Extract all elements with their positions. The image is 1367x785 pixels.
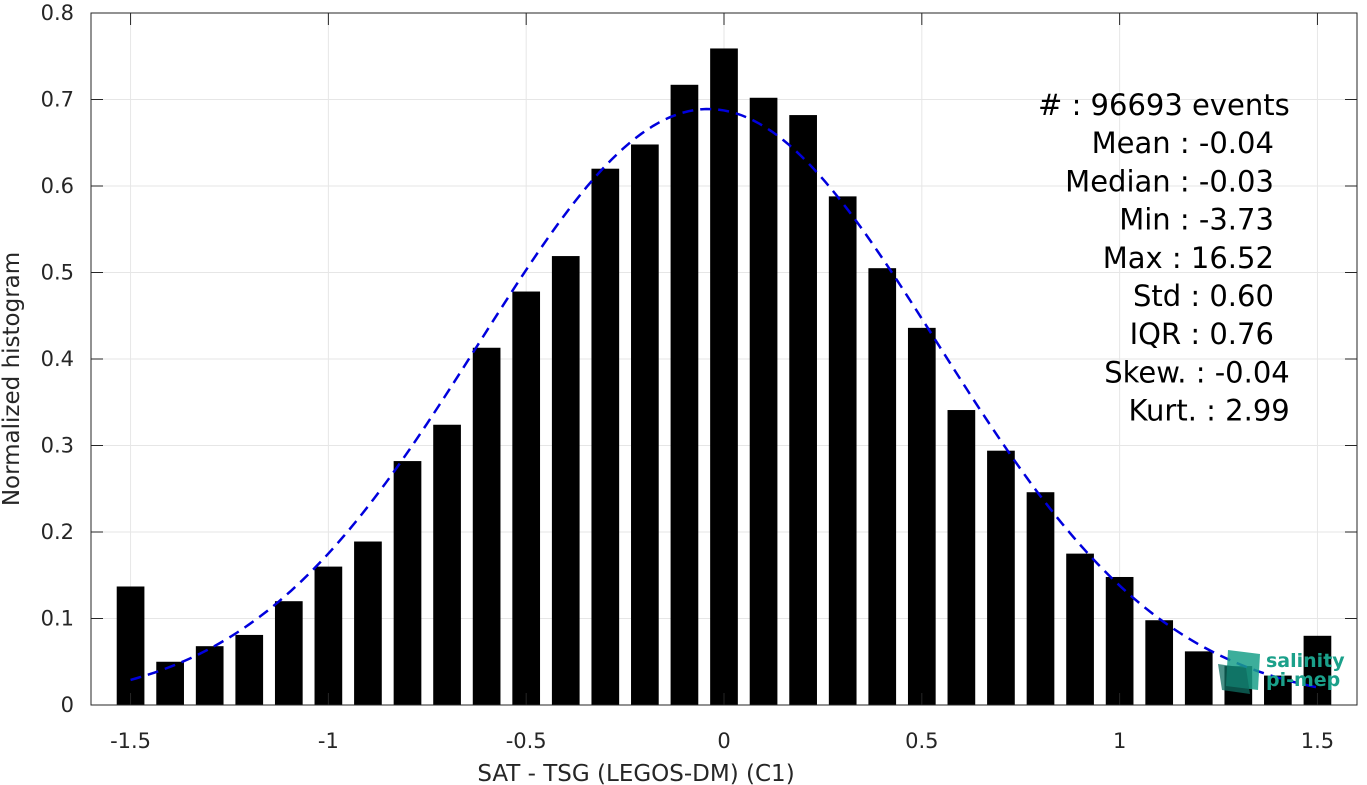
y-tick-label-4: 0.4 — [41, 347, 74, 371]
bar-29 — [1264, 675, 1292, 705]
y-tick-label-3: 0.3 — [41, 434, 74, 458]
y-tick-label-6: 0.6 — [41, 174, 74, 198]
bar-13 — [631, 144, 659, 706]
bar-10 — [512, 291, 541, 705]
bars — [116, 48, 1332, 706]
x-tick-label-4: 0.5 — [905, 729, 938, 753]
y-tick-label-1: 0.1 — [41, 607, 74, 631]
stat-line-0: # : 96693 events — [1038, 88, 1290, 122]
x-tick-label-2: -0.5 — [506, 729, 547, 753]
bar-3 — [235, 634, 264, 705]
logo-line1: salinity — [1266, 650, 1345, 672]
bar-18 — [828, 196, 857, 705]
bar-5 — [314, 566, 343, 705]
y-tick-labels: 0 0.1 0.2 0.3 0.4 0.5 0.6 0.7 0.8 — [41, 1, 74, 717]
x-tick-label-3: 0 — [717, 729, 730, 753]
x-tick-labels: -1.5 -1 -0.5 0 0.5 1 1.5 — [110, 729, 1334, 753]
x-tick-label-6: 1.5 — [1301, 729, 1334, 753]
salinity-pi-mep-logo: salinity pi-mep — [1218, 650, 1345, 694]
bar-23 — [1026, 492, 1055, 705]
logo-line2: pi-mep — [1266, 669, 1340, 691]
gaussian-fit-curve — [130, 107, 1318, 689]
x-axis-label: SAT - TSG (LEGOS-DM) (C1) — [477, 761, 794, 785]
bar-15 — [710, 48, 738, 705]
stat-line-4: Max : 16.52 — [1103, 241, 1274, 275]
stat-line-1: Mean : -0.04 — [1092, 126, 1274, 160]
y-tick-label-2: 0.2 — [41, 520, 74, 544]
bar-25 — [1105, 576, 1134, 705]
bar-2 — [195, 646, 224, 705]
bar-27 — [1184, 651, 1213, 705]
stat-line-7: Skew. : -0.04 — [1104, 355, 1290, 389]
bar-22 — [987, 450, 1015, 705]
bar-6 — [354, 541, 382, 705]
bar-1 — [156, 661, 184, 705]
bar-16 — [749, 97, 778, 705]
bar-19 — [868, 268, 897, 705]
stat-line-6: IQR : 0.76 — [1130, 317, 1274, 351]
bar-12 — [591, 168, 620, 705]
y-tick-label-0: 0 — [61, 693, 74, 717]
bar-26 — [1145, 620, 1174, 705]
bar-9 — [472, 347, 501, 705]
x-tick-label-5: 1 — [1113, 729, 1126, 753]
bar-11 — [551, 256, 580, 705]
y-tick-label-5: 0.5 — [41, 261, 74, 285]
y-tick-label-8: 0.8 — [41, 1, 74, 25]
bar-17 — [789, 115, 817, 705]
axis-ticks — [91, 12, 1357, 706]
statistics-box: # : 96693 events Mean : -0.04 Median : -0.… — [1038, 88, 1290, 428]
bar-4 — [274, 601, 303, 705]
bar-8 — [433, 424, 461, 705]
logo-icon-shade — [1218, 664, 1250, 694]
bar-14 — [670, 84, 699, 706]
y-tick-label-7: 0.7 — [41, 88, 74, 112]
stat-line-2: Median : -0.03 — [1065, 164, 1274, 198]
x-tick-label-0: -1.5 — [110, 729, 151, 753]
stat-line-8: Kurt. : 2.99 — [1128, 394, 1289, 428]
bar-20 — [907, 327, 936, 705]
y-axis-label: Normalized histogram — [0, 252, 25, 506]
x-tick-label-1: -1 — [318, 729, 339, 753]
stat-line-5: Std : 0.60 — [1133, 279, 1274, 313]
bar-24 — [1066, 553, 1094, 705]
stat-line-3: Min : -3.73 — [1119, 203, 1274, 237]
bar-21 — [947, 410, 976, 705]
bar-0 — [116, 586, 145, 705]
bar-7 — [393, 461, 422, 705]
